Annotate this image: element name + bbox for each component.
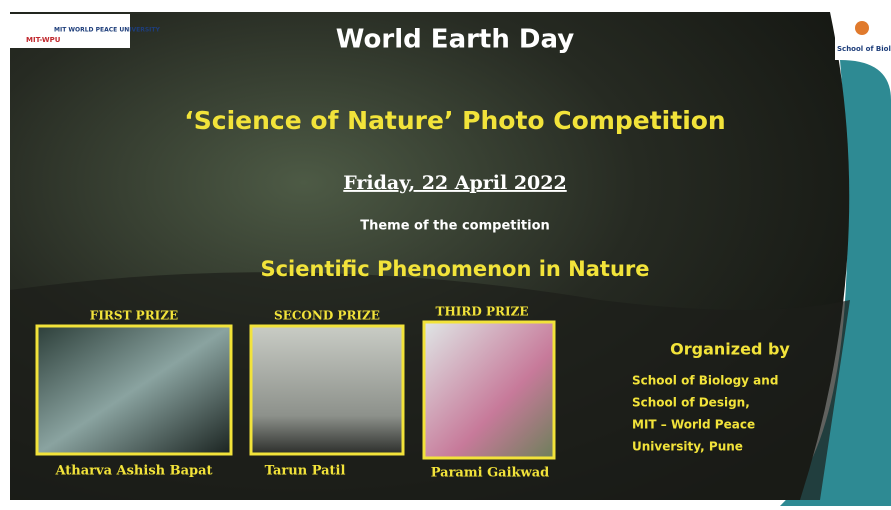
winner: Parami Gaikwad: [431, 466, 550, 481]
organizer-line: School of Design,: [632, 396, 750, 410]
winner: Atharva Ashish Bapat: [54, 464, 212, 479]
logo-name: MIT WORLD PEACE UNIVERSITY: [54, 27, 160, 34]
prize-label: FIRST PRIZE: [90, 309, 178, 323]
school-logo-box: [835, 14, 891, 60]
organizer-heading: Organized by: [670, 340, 790, 359]
page: MIT-WPU MIT WORLD PEACE UNIVERSITY Schoo…: [0, 0, 891, 506]
photo: [424, 322, 554, 458]
theme: Scientific Phenomenon in Nature: [260, 257, 649, 281]
prize-label: THIRD PRIZE: [436, 305, 529, 319]
winner: Tarun Patil: [265, 464, 346, 479]
poster: MIT-WPU MIT WORLD PEACE UNIVERSITY Schoo…: [0, 0, 891, 506]
competition: ‘Science of Nature’ Photo Competition: [184, 106, 725, 135]
organizer-line: MIT – World Peace: [632, 418, 755, 432]
logo-short: MIT-WPU: [26, 36, 61, 44]
organizer-line: University, Pune: [632, 440, 743, 454]
date: Friday, 22 April 2022: [343, 172, 566, 194]
school-logo-text: School of Biolo: [837, 45, 891, 53]
theme-label: Theme of the competition: [360, 219, 550, 234]
photo: [251, 326, 403, 454]
school-emblem: [855, 21, 869, 35]
photo: [37, 326, 231, 454]
title: World Earth Day: [336, 25, 574, 55]
prize-label: SECOND PRIZE: [274, 309, 380, 323]
organizer-line: School of Biology and: [632, 374, 778, 388]
